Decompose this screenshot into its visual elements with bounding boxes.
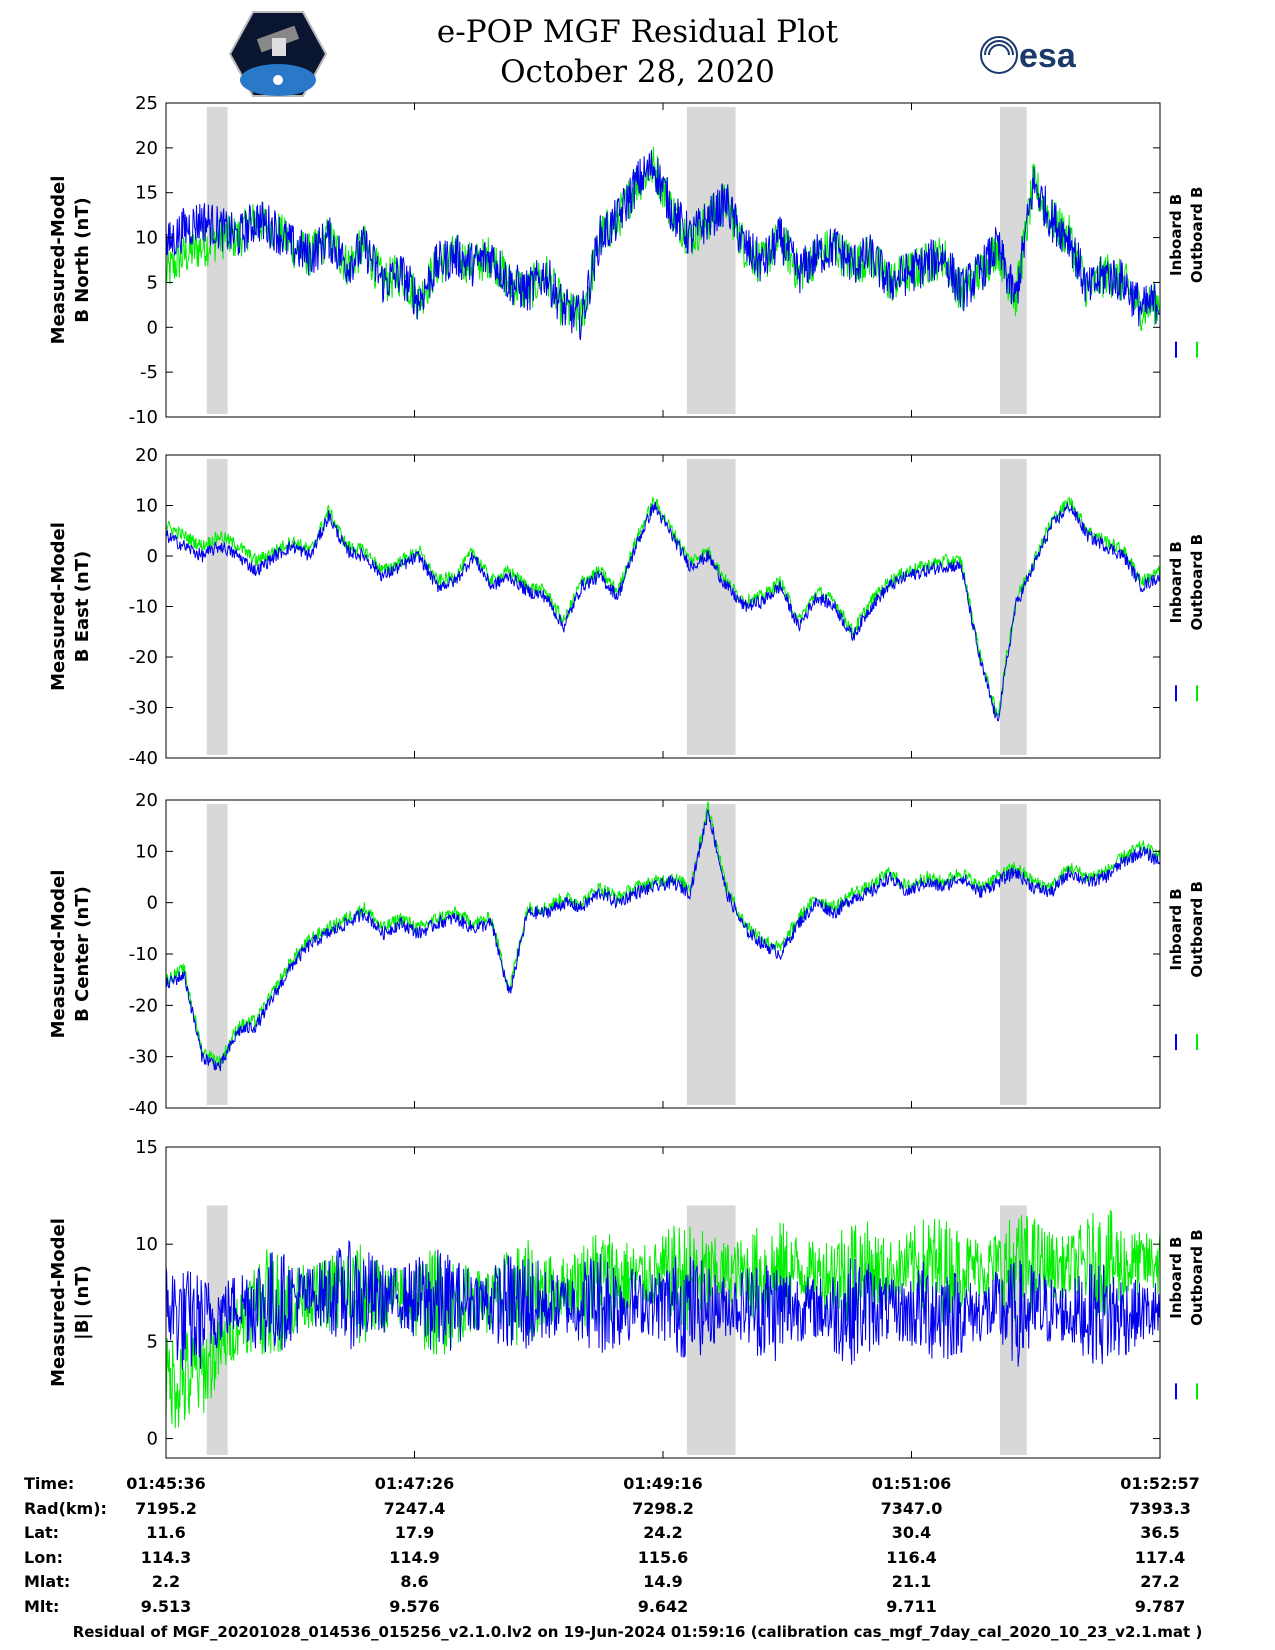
y-tick-label: -10 xyxy=(129,597,158,618)
y-tick-label: -10 xyxy=(129,407,158,428)
y-tick-label: 20 xyxy=(135,445,158,466)
series-line-inboard xyxy=(165,150,1161,341)
y-tick-label: 10 xyxy=(135,496,158,517)
shaded-interval-3 xyxy=(999,459,1027,755)
y-tick-label: 0 xyxy=(147,317,158,338)
legend-label: Outboard B xyxy=(1188,881,1206,978)
y-tick-label: 0 xyxy=(147,1429,158,1450)
shaded-interval-3 xyxy=(999,804,1027,1105)
plot-title: e-POP MGF Residual Plot xyxy=(436,14,839,50)
plot-panel-1: -10 -5 0 5 10 15 20 25 Measured-Model B North (nT… xyxy=(48,93,1206,428)
y-tick-label: 5 xyxy=(147,1331,158,1352)
series-line-inboard xyxy=(165,809,1161,1072)
cassiope-logo-icon xyxy=(228,11,328,97)
y-tick-label: 0 xyxy=(147,893,158,914)
y-axis-label: B Center (nT) xyxy=(72,886,93,1022)
y-axis-label: B North (nT) xyxy=(72,197,93,323)
shaded-interval-2 xyxy=(686,107,736,414)
plot-title-block: e-POP MGF Residual Plot October 28, 2020 xyxy=(0,12,1275,92)
y-axis-label: Measured-Model xyxy=(48,1218,69,1387)
legend-label: Outboard B xyxy=(1188,534,1206,631)
y-tick-label: -20 xyxy=(129,647,158,668)
y-axis-label: Measured-Model xyxy=(48,522,69,691)
footer-caption: Residual of MGF_20201028_014536_015256_v… xyxy=(72,1623,1203,1641)
y-tick-label: 10 xyxy=(135,1234,158,1255)
y-tick-label: 25 xyxy=(135,93,158,114)
shaded-interval-2 xyxy=(686,459,736,755)
y-tick-label: 15 xyxy=(135,183,158,204)
shaded-interval-1 xyxy=(206,107,228,414)
series-line-outboard xyxy=(165,496,1161,718)
esa-logo-text: esa xyxy=(1019,37,1077,75)
y-tick-label: -5 xyxy=(140,362,158,383)
y-tick-label: 20 xyxy=(135,790,158,811)
esa-logo-icon: esa xyxy=(980,36,1077,75)
y-tick-label: 15 xyxy=(135,1137,158,1158)
shaded-interval-1 xyxy=(206,804,228,1105)
legend-label: Outboard B xyxy=(1188,1229,1206,1326)
y-tick-label: -10 xyxy=(129,944,158,965)
legend-label: Inboard B xyxy=(1167,194,1185,276)
plot-date: October 28, 2020 xyxy=(500,54,775,90)
y-tick-label: -30 xyxy=(129,1047,158,1068)
y-axis-label: Measured-Model xyxy=(48,176,69,345)
y-tick-label: 0 xyxy=(147,546,158,567)
y-tick-label: 10 xyxy=(135,228,158,249)
shaded-interval-2 xyxy=(686,804,736,1105)
plot-panel-4: 0 5 10 15 Measured-Model |B| (nT) Inboard B Out… xyxy=(48,1137,1206,1459)
plot-panel-2: -40 -30 -20 -10 0 10 20 Measured-Model B East (n… xyxy=(48,445,1206,769)
plot-panel-3: -40 -30 -20 -10 0 10 20 Measured-Model B Center … xyxy=(48,790,1206,1119)
legend-label: Inboard B xyxy=(1167,541,1185,623)
shaded-interval-1 xyxy=(206,459,228,755)
y-tick-label: -40 xyxy=(129,1098,158,1119)
series-line-outboard xyxy=(165,801,1161,1068)
series-line-outboard xyxy=(165,146,1161,334)
series-line-inboard xyxy=(165,1239,1161,1370)
legend-label: Outboard B xyxy=(1188,187,1206,284)
series-line-inboard xyxy=(165,502,1161,722)
legend-label: Inboard B xyxy=(1167,1237,1185,1319)
y-tick-label: -20 xyxy=(129,995,158,1016)
y-tick-label: -40 xyxy=(129,748,158,769)
y-tick-label: 20 xyxy=(135,138,158,159)
y-tick-label: 10 xyxy=(135,841,158,862)
y-tick-label: 5 xyxy=(147,272,158,293)
y-axis-label: Measured-Model xyxy=(48,870,69,1039)
y-axis-label: B East (nT) xyxy=(72,551,93,663)
legend-label: Inboard B xyxy=(1167,888,1185,970)
y-tick-label: -30 xyxy=(129,698,158,719)
y-axis-label: |B| (nT) xyxy=(72,1265,93,1340)
